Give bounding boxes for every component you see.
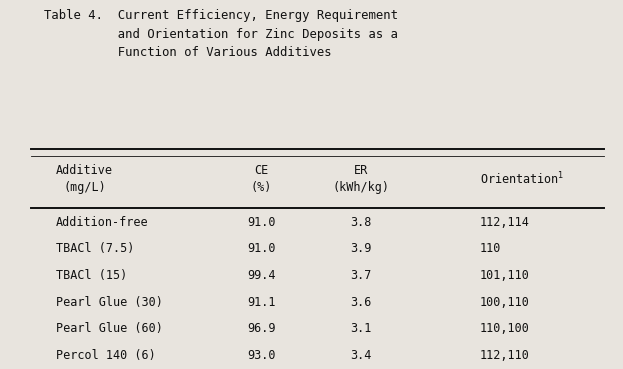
Text: Percol 140 (6): Percol 140 (6) [56,349,156,362]
Text: 99.4: 99.4 [247,269,276,282]
Text: 110,100: 110,100 [480,322,530,335]
Text: 3.4: 3.4 [351,349,372,362]
Text: 110: 110 [480,242,501,255]
Text: 3.1: 3.1 [351,322,372,335]
Text: 91.0: 91.0 [247,216,276,229]
Text: 112,114: 112,114 [480,216,530,229]
Text: Addition-free: Addition-free [56,216,149,229]
Text: 3.9: 3.9 [351,242,372,255]
Text: Orientation$^1$: Orientation$^1$ [480,171,564,187]
Text: 101,110: 101,110 [480,269,530,282]
Text: TBACl (15): TBACl (15) [56,269,127,282]
Text: Additive
(mg/L): Additive (mg/L) [56,164,113,194]
Text: 3.6: 3.6 [351,296,372,308]
Text: TBACl (7.5): TBACl (7.5) [56,242,135,255]
Text: 100,110: 100,110 [480,296,530,308]
Text: 91.0: 91.0 [247,242,276,255]
Text: CE
(%): CE (%) [251,164,272,194]
Text: Pearl Glue (30): Pearl Glue (30) [56,296,163,308]
Text: 93.0: 93.0 [247,349,276,362]
Text: 3.7: 3.7 [351,269,372,282]
Text: 3.8: 3.8 [351,216,372,229]
Text: Pearl Glue (60): Pearl Glue (60) [56,322,163,335]
Text: 96.9: 96.9 [247,322,276,335]
Text: 91.1: 91.1 [247,296,276,308]
Text: 112,110: 112,110 [480,349,530,362]
Text: ER
(kWh/kg): ER (kWh/kg) [333,164,390,194]
Text: Table 4.  Current Efficiency, Energy Requirement
          and Orientation for Z: Table 4. Current Efficiency, Energy Requ… [44,9,397,59]
